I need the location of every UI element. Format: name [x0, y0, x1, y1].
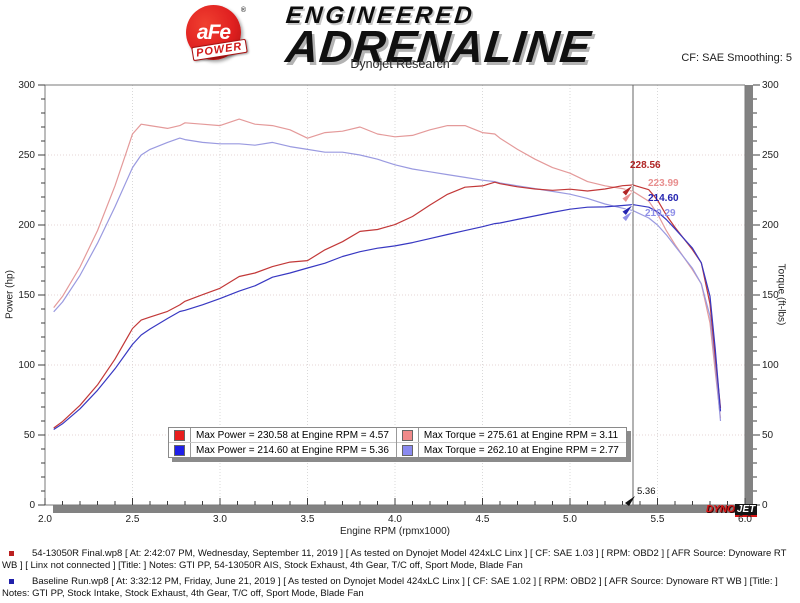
legend-swatch-cell — [169, 428, 191, 442]
run-bullet-red — [9, 551, 14, 556]
legend-swatch-cell — [397, 443, 419, 457]
afe-logo-text: aFe — [196, 20, 231, 44]
legend-swatch-blue — [174, 444, 185, 456]
afe-power-logo: aFe ® POWER — [186, 5, 248, 62]
cursor-value-power-baseline: 214.60 — [648, 192, 679, 204]
run-annotations: 54-13050R Final.wp8 [ At: 2:42:07 PM, We… — [2, 548, 797, 603]
dynojet-logo: DYNO JET — [706, 504, 758, 517]
y-axis-left-tick-label: 100 — [18, 360, 35, 371]
legend-label: Max Torque = 262.10 at Engine RPM = 2.77 — [423, 444, 619, 456]
cursor-arrow — [621, 191, 634, 203]
x-axis-tick-label: 5.5 — [650, 514, 665, 525]
dynojet-logo-dyno: DYNO — [706, 504, 735, 515]
y-axis-left-tick-label: 300 — [18, 80, 35, 91]
x-axis-tick-label: 4.5 — [475, 514, 490, 525]
x-axis-tick-label: 2.5 — [125, 514, 140, 525]
y-axis-right-tick-label: 250 — [762, 150, 779, 161]
legend-box: Max Power = 230.58 at Engine RPM = 4.57 … — [168, 427, 627, 458]
legend-swatch-cell — [397, 428, 419, 442]
legend-swatch-cell — [169, 443, 191, 457]
cursor-arrow — [621, 204, 634, 217]
legend-power-column: Max Power = 230.58 at Engine RPM = 4.57 … — [169, 428, 396, 457]
legend-label: Max Torque = 275.61 at Engine RPM = 3.11 — [423, 429, 619, 441]
x-axis-tick-label: 4.0 — [388, 514, 402, 525]
y-axis-left-tick-label: 200 — [18, 220, 35, 231]
y-axis-left-tick-label: 250 — [18, 150, 35, 161]
curve-torque-baseline — [53, 137, 722, 422]
curve-power-baseline — [53, 204, 722, 431]
legend-row-max-torque-final: Max Torque = 275.61 at Engine RPM = 3.11 — [397, 428, 626, 442]
dynojet-logo-jet: JET — [734, 504, 758, 517]
y-axis-left-tick-label: 0 — [29, 500, 35, 511]
y-axis-right-tick-label: 0 — [762, 500, 768, 511]
legend-swatch-lightblue — [401, 444, 413, 456]
run-annotation-baseline: Baseline Run.wp8 [ At: 3:32:12 PM, Frida… — [2, 576, 797, 601]
legend-row-max-power-baseline: Max Power = 214.60 at Engine RPM = 5.36 — [169, 442, 396, 457]
x-axis-tick-label: 6.0 — [738, 514, 752, 525]
cursor-value-power-final: 228.56 — [630, 160, 661, 172]
y-axis-right-tick-label: 300 — [762, 80, 779, 91]
y-axis-left-tick-label: 150 — [18, 290, 35, 301]
legend-label: Max Power = 230.58 at Engine RPM = 4.57 — [196, 429, 389, 441]
x-axis-tick-label: 5.0 — [563, 514, 577, 525]
run-annotation-text: 54-13050R Final.wp8 [ At: 2:42:07 PM, We… — [2, 548, 787, 572]
legend-row-max-power-final: Max Power = 230.58 at Engine RPM = 4.57 — [169, 428, 396, 442]
y-axis-right-tick-label: 100 — [762, 360, 779, 371]
x-axis-tick-label: 3.0 — [213, 514, 227, 525]
run-annotation-text: Baseline Run.wp8 [ At: 3:32:12 PM, Frida… — [2, 575, 778, 600]
cursor-arrow — [621, 210, 634, 223]
smoothing-setting: CF: SAE Smoothing: 5 — [681, 52, 792, 64]
y-axis-right-tick-label: 200 — [762, 220, 779, 231]
x-axis-tick-label: 3.5 — [300, 514, 315, 525]
y-axis-left-tick-label: 50 — [23, 430, 35, 441]
x-axis-tick-label: 2.0 — [38, 514, 52, 525]
cursor-value-torque-baseline: 210.29 — [645, 207, 676, 219]
cursor-arrow — [621, 184, 634, 197]
registered-mark: ® — [240, 7, 246, 14]
legend-torque-column: Max Torque = 275.61 at Engine RPM = 3.11… — [395, 428, 626, 457]
legend-swatch-red — [174, 429, 185, 441]
run-bullet-blue — [9, 578, 14, 584]
cursor-base-arrow — [625, 496, 635, 506]
x-axis-title: Engine RPM (rpmx1000) — [339, 526, 451, 537]
y-axis-right-tick-label: 150 — [762, 290, 779, 301]
cursor-value-torque-final: 223.99 — [648, 178, 679, 190]
run-annotation-final: 54-13050R Final.wp8 [ At: 2:42:07 PM, We… — [2, 548, 797, 573]
y-axis-right-tick-label: 50 — [762, 430, 774, 441]
dynojet-research-subtitle: Dynojet Research — [350, 57, 450, 71]
cursor-rpm-label: 5.36 — [637, 486, 656, 497]
curve-torque-final — [53, 118, 722, 419]
legend-swatch-pink — [401, 429, 413, 441]
legend-row-max-torque-baseline: Max Torque = 262.10 at Engine RPM = 2.77 — [396, 442, 626, 457]
legend-label: Max Power = 214.60 at Engine RPM = 5.36 — [196, 444, 389, 456]
curve-power-final — [53, 181, 722, 429]
